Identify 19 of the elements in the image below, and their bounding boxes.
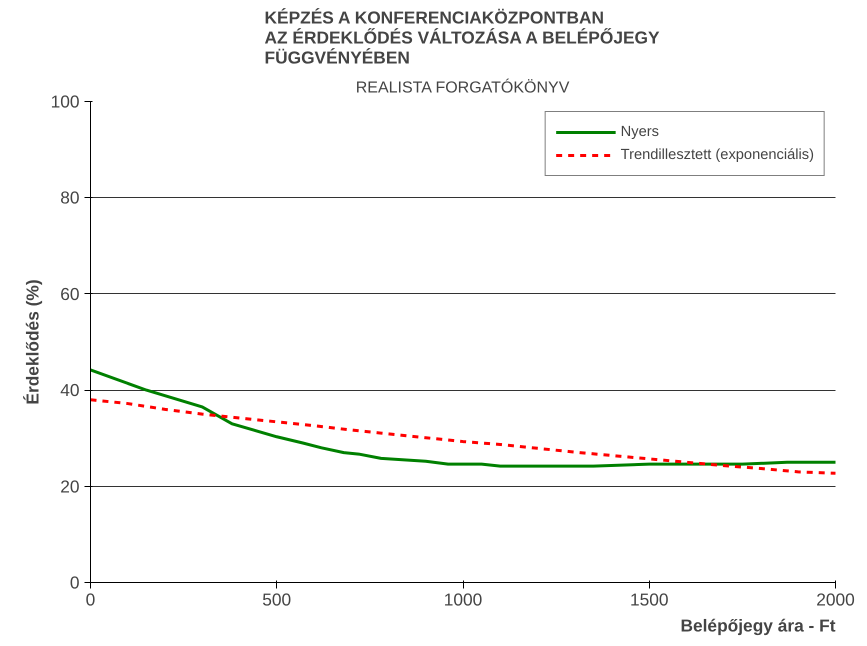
chart-title: KÉPZÉS A KONFERENCIAKÖZPONTBAN AZ ÉRDEKLŐDÉS VÁLTOZÁSA A BELÉPŐJEGY FÜGGVÉNYÉBEN bbox=[264, 8, 660, 68]
x-tick-label: 1500 bbox=[630, 590, 669, 610]
legend-label: Trendillesztett (exponenciális) bbox=[620, 147, 814, 163]
y-tick-label: 40 bbox=[60, 380, 80, 400]
legend-label: Nyers bbox=[620, 124, 659, 140]
y-tick-label: 0 bbox=[70, 572, 80, 592]
line-series bbox=[90, 398, 836, 475]
x-tick-label: 2000 bbox=[816, 590, 855, 610]
x-tick-label: 500 bbox=[262, 590, 292, 610]
y-tick-label: 20 bbox=[60, 476, 80, 496]
y-tick-label: 60 bbox=[60, 284, 80, 304]
line-series bbox=[90, 368, 836, 468]
y-tick-label: 80 bbox=[60, 188, 80, 208]
y-axis-title: Érdeklődés (%) bbox=[22, 279, 43, 405]
y-tick-label: 100 bbox=[50, 92, 80, 112]
x-tick-label: 1000 bbox=[444, 590, 482, 610]
chart-subtitle: REALISTA FORGATÓKÖNYV bbox=[356, 78, 570, 96]
x-tick-label: 0 bbox=[86, 590, 96, 610]
x-axis-title: Belépőjegy ára - Ft bbox=[680, 616, 836, 636]
